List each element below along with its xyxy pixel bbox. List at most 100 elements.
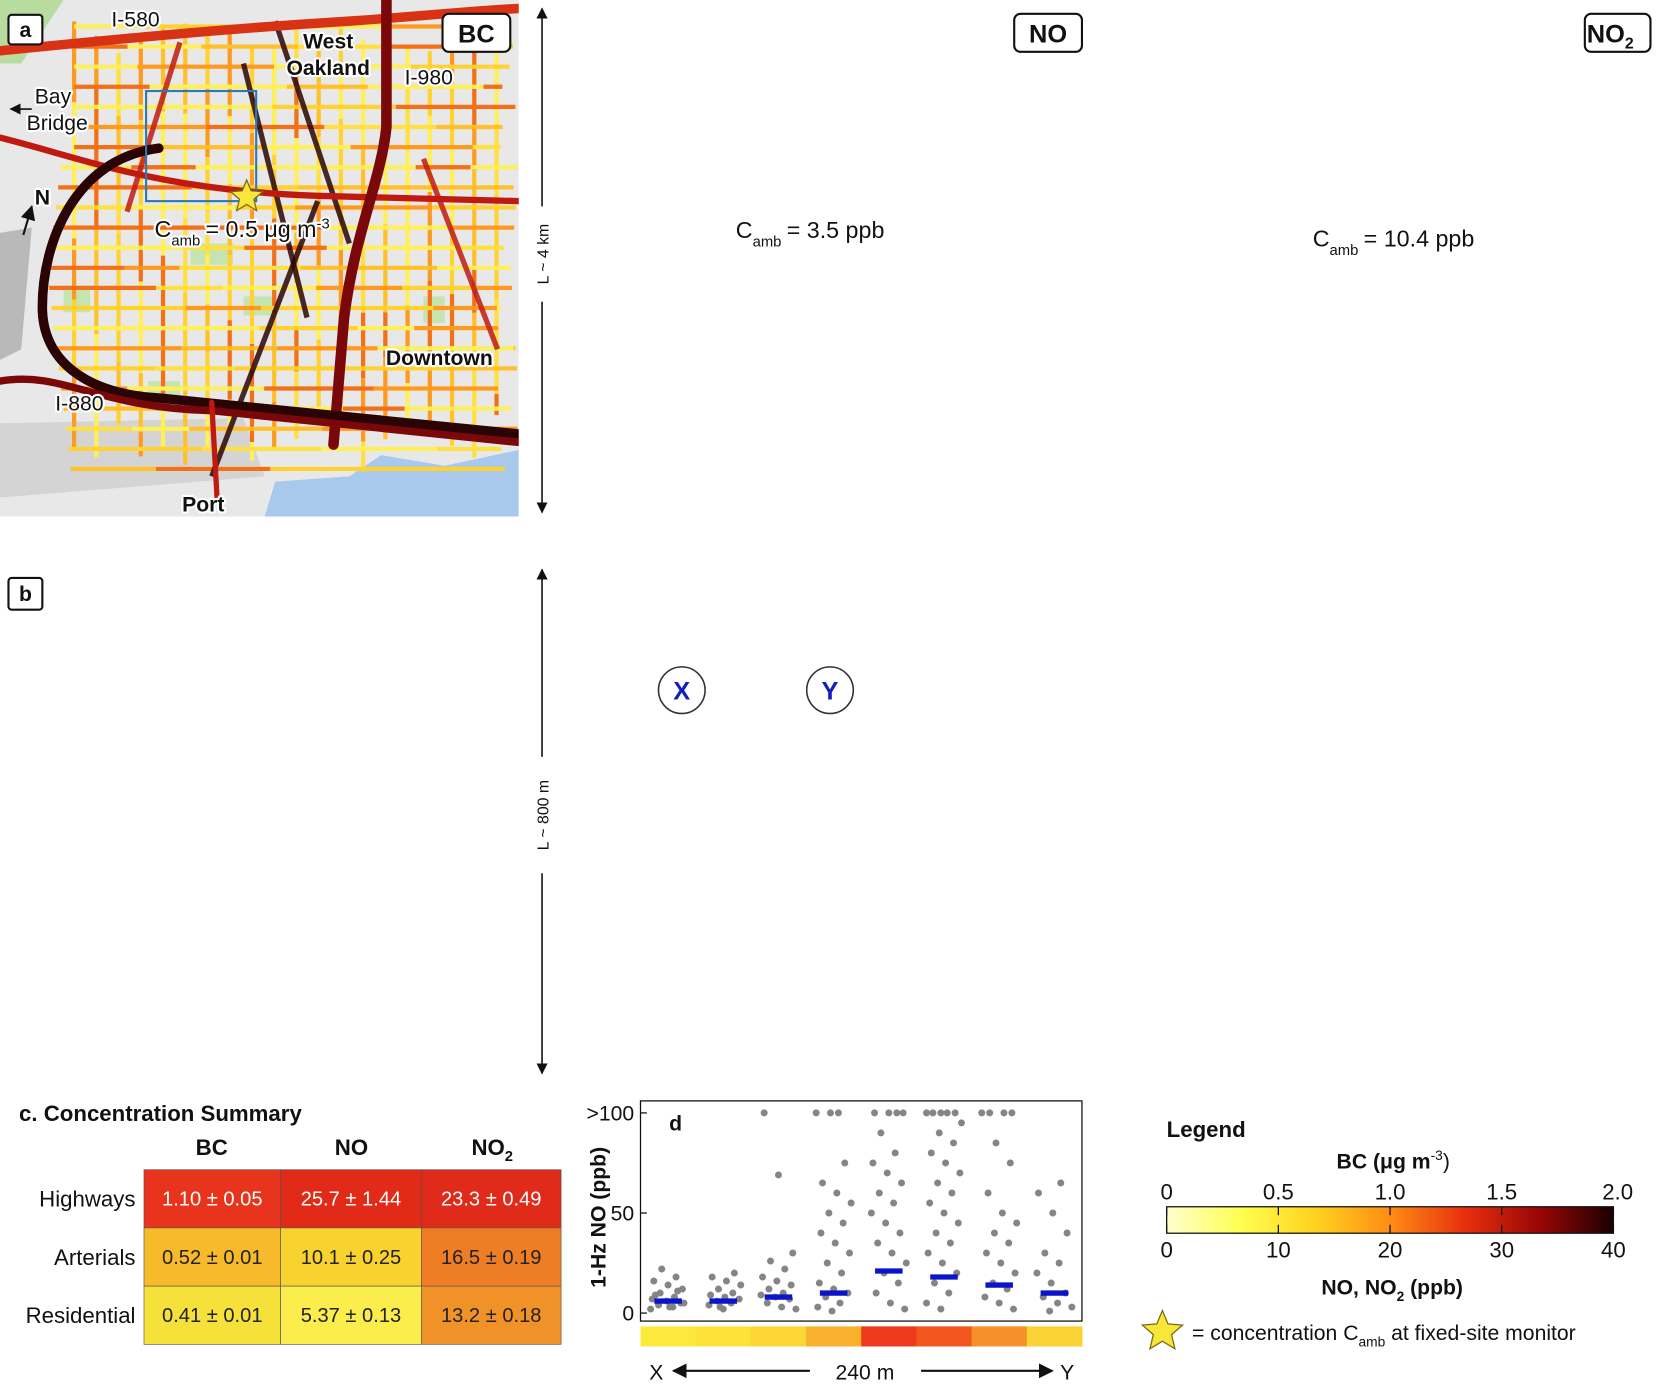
building [53,1042,75,1053]
building [1166,928,1182,938]
building [683,792,718,809]
building [979,1007,997,1031]
building [1389,983,1402,1005]
data-point [1009,1305,1017,1313]
building [1622,672,1650,700]
bc-label-text: BC (μg m [1337,1151,1431,1174]
species-title-main: NO [1587,20,1625,48]
building [1079,725,1089,736]
building [1562,1003,1601,1025]
building [711,843,730,876]
cell-text: 16.5 ± 0.19 [441,1247,542,1269]
building [1036,999,1078,1010]
building [814,1042,835,1064]
building [795,867,835,893]
building [123,640,162,672]
building [1270,736,1294,757]
building [957,1067,979,1083]
building [363,877,374,892]
building [1052,1018,1072,1031]
building [249,761,262,788]
building [1631,839,1660,852]
highway [1141,138,1660,202]
building [594,720,623,743]
camb-sub: amb [753,235,782,251]
point-marker [657,666,706,715]
building [1484,1009,1528,1031]
data-point [838,1269,846,1277]
table-cell [143,1227,281,1287]
camb-sub: amb [1330,243,1359,259]
building [416,748,438,759]
building [1177,901,1202,912]
hot-spot [572,1040,1091,1053]
building [1207,568,1224,579]
building [1541,1080,1560,1102]
building [818,844,845,870]
building [213,850,241,877]
building [655,804,666,832]
data-point [778,1303,786,1311]
building [1181,1073,1195,1090]
building [1470,689,1488,704]
building [940,874,962,902]
building [372,641,405,671]
building [695,1073,727,1103]
street [1147,690,1184,1080]
building [878,622,899,634]
building [443,854,475,878]
building [723,582,733,602]
building [1501,614,1514,645]
building [385,1067,407,1083]
highway [209,399,220,501]
building [192,798,231,825]
building [1561,747,1580,761]
monitor-star [477,1044,505,1071]
highway [572,138,1091,202]
zoom-box [718,91,828,201]
building [448,596,491,627]
building [272,598,296,623]
building [1312,771,1344,803]
building [797,730,838,744]
building [673,870,702,899]
data-point [888,1249,896,1257]
building [311,619,330,637]
building [998,894,1018,924]
building [987,967,1001,984]
building [1626,749,1652,765]
building [778,960,802,990]
building [1417,874,1427,902]
building [668,724,712,735]
data-point [902,1259,910,1267]
building [44,636,79,644]
cell-text: 25.7 ± 1.44 [301,1189,402,1211]
building [1499,962,1537,979]
building [727,916,737,943]
column-header-sub: 2 [505,1149,513,1165]
building [291,731,326,750]
building [1232,975,1275,995]
building [1390,798,1412,805]
arterial [1417,21,1491,243]
building [732,965,775,996]
building [1557,811,1586,837]
data-point [1013,1219,1021,1227]
building [774,1011,801,1039]
park [572,0,636,64]
building [677,1044,710,1060]
building [328,614,344,624]
building [830,1041,859,1053]
data-point [940,1209,948,1217]
satellite-map [0,563,555,1109]
building [285,1034,314,1052]
building [1222,798,1240,816]
building [1382,723,1405,752]
street [159,563,191,690]
building [128,565,157,571]
building [261,564,290,590]
data-point [924,1249,932,1257]
building [1526,825,1541,841]
building [94,951,118,972]
data-point [1000,1109,1008,1117]
